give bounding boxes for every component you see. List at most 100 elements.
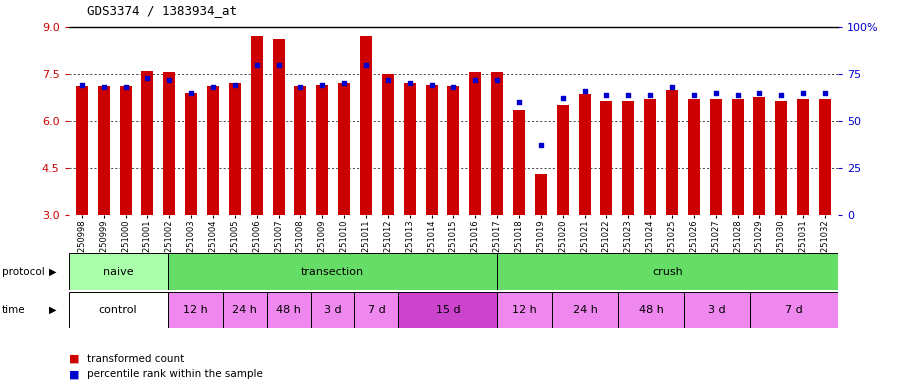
Point	[512, 99, 527, 105]
Bar	[119, 86, 132, 215]
Text: percentile rank within the sample: percentile rank within the sample	[87, 369, 263, 379]
Bar	[750, 292, 838, 328]
Point	[446, 84, 461, 90]
Point	[74, 82, 89, 88]
Point	[643, 91, 658, 98]
Bar	[426, 85, 438, 215]
Bar	[168, 292, 223, 328]
Bar	[491, 72, 503, 215]
Bar	[185, 93, 197, 215]
Text: transection: transection	[301, 266, 364, 277]
Bar	[69, 253, 168, 290]
Text: control: control	[99, 305, 137, 315]
Bar	[684, 292, 750, 328]
Point	[118, 84, 133, 90]
Point	[424, 82, 439, 88]
Bar	[141, 71, 153, 215]
Text: 7 d: 7 d	[367, 305, 386, 315]
Point	[818, 90, 833, 96]
Bar	[273, 40, 285, 215]
Point	[359, 61, 374, 68]
Point	[315, 82, 330, 88]
Bar	[497, 292, 552, 328]
Text: transformed count: transformed count	[87, 354, 184, 364]
Point	[184, 90, 199, 96]
Point	[337, 80, 352, 86]
Bar	[666, 89, 678, 215]
Point	[599, 91, 614, 98]
Bar	[732, 99, 744, 215]
Text: 24 h: 24 h	[572, 305, 598, 315]
Text: GDS3374 / 1383934_at: GDS3374 / 1383934_at	[87, 4, 237, 17]
Point	[686, 91, 701, 98]
Point	[468, 76, 483, 83]
Bar	[294, 86, 307, 215]
Point	[227, 82, 242, 88]
Bar	[98, 86, 110, 215]
Bar	[644, 99, 656, 215]
Point	[796, 90, 811, 96]
Bar	[600, 101, 613, 215]
Bar	[382, 74, 394, 215]
Bar	[497, 253, 838, 290]
Point	[205, 84, 220, 90]
Bar	[557, 105, 569, 215]
Bar	[398, 292, 497, 328]
Text: ■: ■	[69, 354, 79, 364]
Text: protocol: protocol	[2, 266, 45, 277]
Text: 15 d: 15 d	[436, 305, 460, 315]
Point	[577, 88, 592, 94]
Bar	[819, 99, 831, 215]
Bar	[360, 36, 372, 215]
Bar	[316, 85, 328, 215]
Point	[162, 76, 177, 83]
Point	[555, 95, 570, 101]
Point	[380, 76, 395, 83]
Point	[665, 84, 680, 90]
Bar	[775, 101, 788, 215]
Point	[402, 80, 417, 86]
Text: ▶: ▶	[49, 305, 56, 315]
Bar	[207, 86, 219, 215]
Point	[708, 90, 723, 96]
Point	[490, 76, 505, 83]
Point	[140, 74, 155, 81]
Text: naive: naive	[103, 266, 134, 277]
Bar	[76, 86, 88, 215]
Bar	[447, 86, 460, 215]
Bar	[579, 94, 591, 215]
Bar	[513, 110, 525, 215]
Bar	[404, 83, 416, 215]
Bar	[163, 72, 175, 215]
Text: 12 h: 12 h	[512, 305, 538, 315]
Point	[96, 84, 111, 90]
Point	[249, 61, 264, 68]
Bar	[797, 99, 809, 215]
Bar	[168, 253, 497, 290]
Point	[533, 142, 548, 149]
Point	[271, 61, 286, 68]
Point	[293, 84, 308, 90]
Bar	[338, 83, 350, 215]
Text: 3 d: 3 d	[708, 305, 726, 315]
Point	[730, 91, 745, 98]
Text: 12 h: 12 h	[182, 305, 208, 315]
Bar	[69, 292, 168, 328]
Bar	[710, 99, 722, 215]
Text: 3 d: 3 d	[323, 305, 342, 315]
Bar	[552, 292, 618, 328]
Bar	[251, 36, 263, 215]
Point	[774, 91, 789, 98]
Bar	[754, 98, 766, 215]
Text: time: time	[2, 305, 26, 315]
Bar	[223, 292, 267, 328]
Bar	[354, 292, 398, 328]
Bar	[229, 83, 241, 215]
Bar	[469, 72, 481, 215]
Text: 7 d: 7 d	[785, 305, 803, 315]
Bar	[535, 174, 547, 215]
Point	[621, 91, 636, 98]
Bar	[688, 99, 700, 215]
Bar	[311, 292, 354, 328]
Text: 48 h: 48 h	[276, 305, 301, 315]
